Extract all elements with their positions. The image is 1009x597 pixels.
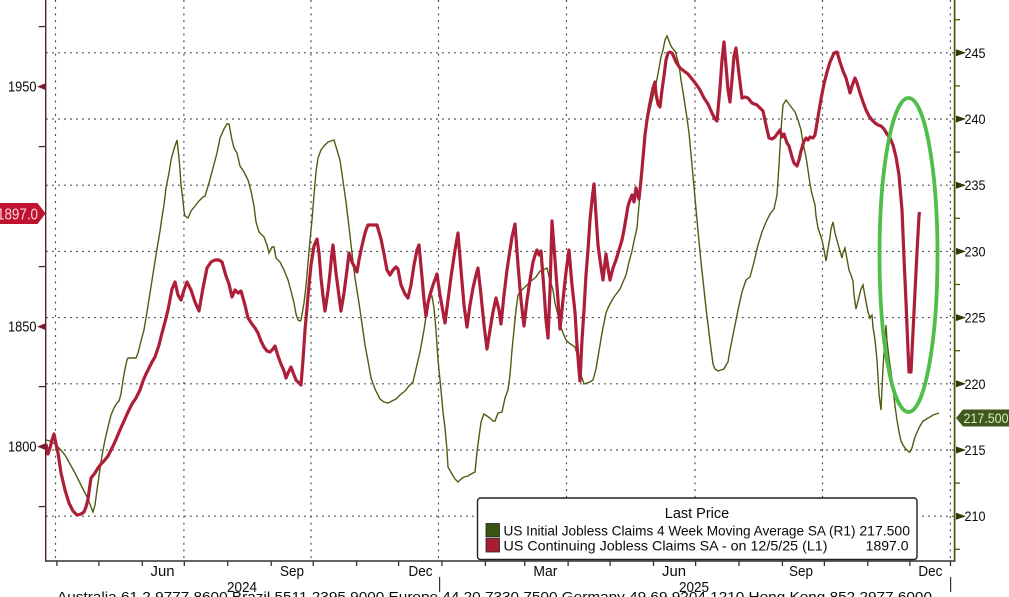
svg-text:Sep: Sep [280,564,304,580]
svg-text:2025: 2025 [679,580,709,596]
svg-text:Last Price: Last Price [665,506,729,522]
svg-text:US Continuing Jobless Claims S: US Continuing Jobless Claims SA - on 12/… [504,538,828,554]
svg-text:230: 230 [965,243,986,259]
svg-text:Australia 61 2 9777 8600 Brazi: Australia 61 2 9777 8600 Brazil 5511 239… [57,589,932,597]
svg-text:Dec: Dec [918,564,942,580]
svg-text:225: 225 [965,310,986,326]
svg-text:235: 235 [965,177,986,193]
svg-text:215: 215 [965,442,986,458]
svg-text:Dec: Dec [409,564,433,580]
svg-text:1897.0: 1897.0 [866,538,909,554]
svg-text:Mar: Mar [533,564,557,580]
svg-text:US Initial Jobless Claims 4 We: US Initial Jobless Claims 4 Week Moving … [504,523,856,539]
svg-text:1897.0: 1897.0 [0,207,38,224]
svg-text:245: 245 [965,45,986,61]
svg-text:Jun: Jun [662,564,686,580]
svg-text:1800: 1800 [8,440,37,456]
svg-text:220: 220 [965,376,986,392]
svg-text:217.500: 217.500 [964,410,1009,426]
svg-text:240: 240 [965,111,986,127]
svg-text:1850: 1850 [8,320,37,336]
svg-text:1950: 1950 [8,80,37,96]
svg-text:217.500: 217.500 [859,523,910,539]
svg-text:Sep: Sep [789,564,813,580]
svg-text:210: 210 [965,508,986,524]
svg-text:2024: 2024 [227,580,257,596]
svg-text:Jun: Jun [151,564,175,580]
